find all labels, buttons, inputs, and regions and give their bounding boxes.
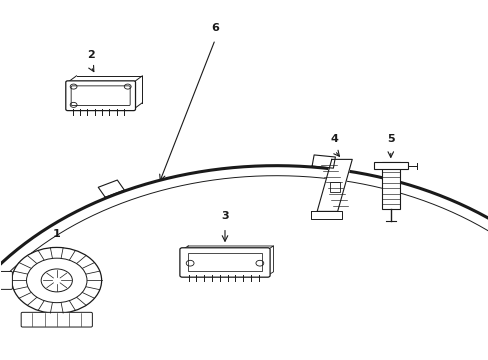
Text: 2: 2: [87, 50, 95, 60]
Circle shape: [26, 258, 87, 303]
Circle shape: [41, 269, 72, 292]
Bar: [329, 182, 339, 192]
Polygon shape: [311, 211, 341, 219]
FancyBboxPatch shape: [180, 248, 269, 277]
Text: 6: 6: [211, 23, 219, 33]
Text: 4: 4: [330, 134, 338, 144]
Bar: [373, 162, 407, 169]
Text: 5: 5: [386, 134, 394, 144]
FancyBboxPatch shape: [0, 271, 12, 289]
FancyBboxPatch shape: [66, 81, 135, 111]
Bar: [381, 162, 399, 209]
Text: 3: 3: [221, 211, 228, 221]
Polygon shape: [317, 159, 351, 211]
FancyBboxPatch shape: [21, 312, 92, 327]
Circle shape: [12, 247, 102, 314]
Text: 1: 1: [53, 229, 61, 239]
Bar: [188, 253, 261, 271]
